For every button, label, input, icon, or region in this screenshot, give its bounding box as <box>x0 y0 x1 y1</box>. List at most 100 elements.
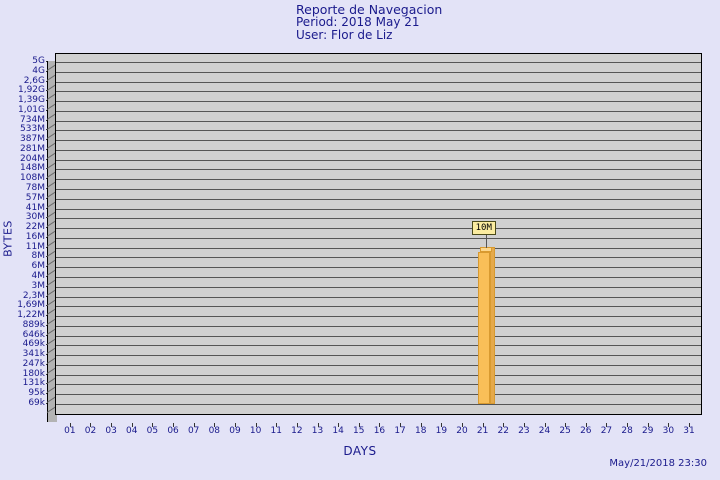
gridline <box>56 111 701 112</box>
x-axis-tick-mark <box>318 423 319 427</box>
y-axis-tick-label: 3M <box>31 281 46 291</box>
x-axis-tick-mark <box>338 423 339 427</box>
x-axis-tick-label: 20 <box>456 426 468 436</box>
x-axis-tick-label: 21 <box>476 426 489 436</box>
y-axis-tick-label: 11M <box>25 242 45 252</box>
x-axis-tick-label: 06 <box>167 426 179 436</box>
gridline <box>56 179 701 180</box>
gridline <box>56 101 701 102</box>
x-axis-tick-label: 19 <box>435 426 448 436</box>
gridline <box>56 375 701 376</box>
x-axis-tick-mark <box>194 423 195 427</box>
y-axis-tick-label: 1,39G <box>17 95 45 105</box>
gridline <box>56 384 701 385</box>
y-axis-tick-label: 131k <box>22 378 45 388</box>
gridline <box>56 326 701 327</box>
x-axis-tick-label: 05 <box>146 426 159 436</box>
x-axis-tick-label: 30 <box>662 426 675 436</box>
x-axis-tick-mark <box>503 423 504 427</box>
y-axis-tick-label: 8M <box>31 251 46 261</box>
gridline <box>56 160 701 161</box>
x-axis-tick-label: 27 <box>600 426 613 436</box>
gridline <box>56 169 701 170</box>
gridline <box>56 199 701 200</box>
x-axis-tick-label: 09 <box>229 426 241 436</box>
x-axis-tick-label: 24 <box>538 426 551 436</box>
gridline <box>56 189 701 190</box>
x-axis-tick-mark <box>483 423 484 427</box>
x-axis-tick-label: 25 <box>559 426 571 436</box>
y-axis-tick-label: 22M <box>25 222 45 232</box>
plot-wrapper: 10M <box>46 53 703 423</box>
y-axis-tick-label: 2,6G <box>23 76 45 86</box>
x-axis-title: DAYS <box>343 444 377 458</box>
x-axis-tick-mark <box>524 423 525 427</box>
x-axis-tick-label: 03 <box>105 426 117 436</box>
y-axis-tick-label: 387M <box>20 134 45 144</box>
y-axis-tick-label: 204M <box>20 154 45 164</box>
y-axis-tick-label: 5G <box>32 56 45 66</box>
x-axis-tick-label: 08 <box>208 426 221 436</box>
x-axis-tick-mark <box>462 423 463 427</box>
gridline <box>56 404 701 405</box>
gridline <box>56 62 701 63</box>
report-timestamp: May/21/2018 23:30 <box>609 458 707 469</box>
y-axis-tick-label: 57M <box>25 193 45 203</box>
x-axis-tick-label: 04 <box>126 426 138 436</box>
x-axis-tick-mark <box>379 423 380 427</box>
y-axis-tick-label: 78M <box>25 183 45 193</box>
chart-title-block: Reporte de Navegacion Period: 2018 May 2… <box>296 3 442 42</box>
gridline <box>56 91 701 92</box>
bar-value-label: 10M <box>471 220 496 235</box>
x-axis-tick-mark <box>359 423 360 427</box>
y-axis-tick-label: 41M <box>25 203 45 213</box>
y-axis-tick-label: 1,92G <box>17 85 45 95</box>
x-axis-tick-mark <box>297 423 298 427</box>
y-axis-tick-label: 1,22M <box>17 310 45 320</box>
gridline <box>56 72 701 73</box>
x-axis-tick-mark <box>173 423 174 427</box>
y-axis-tick-label: 108M <box>20 173 45 183</box>
x-axis-tick-label: 10 <box>249 426 262 436</box>
y-axis-tick-label: 533M <box>20 124 45 134</box>
y-axis-tick-label: 6M <box>31 261 46 271</box>
x-axis-tick-mark <box>132 423 133 427</box>
gridline <box>56 394 701 395</box>
y-axis-tick-label: 2,3M <box>22 291 45 301</box>
y-axis-tick-label: 734M <box>20 115 45 125</box>
gridline <box>56 218 701 219</box>
x-axis-tick-label: 02 <box>84 426 97 436</box>
y-axis-tick-label: 889k <box>22 320 45 330</box>
y-axis-tick-label: 1,01G <box>17 105 45 115</box>
y-axis-tick-label: 247k <box>22 359 45 369</box>
x-axis-tick-label: 12 <box>291 426 303 436</box>
y-axis-tick-label: 69k <box>28 398 45 408</box>
plot-area: 10M <box>55 53 702 415</box>
x-axis-tick-mark <box>90 423 91 427</box>
y-axis-tick-label: 281M <box>20 144 45 154</box>
gridline <box>56 140 701 141</box>
gridline <box>56 130 701 131</box>
y-axis-tick-label: 646k <box>22 330 45 340</box>
x-axis-tick-label: 16 <box>373 426 386 436</box>
x-axis-tick-label: 29 <box>641 426 654 436</box>
y-axis-tick-label: 95k <box>28 388 45 398</box>
gridline <box>56 287 701 288</box>
plot-left-wall <box>46 61 58 422</box>
gridline <box>56 228 701 229</box>
y-axis-tick-label: 4G <box>32 66 45 76</box>
x-axis-tick-mark <box>545 423 546 427</box>
x-axis-tick-label: 26 <box>580 426 592 436</box>
gridline <box>56 209 701 210</box>
gridline <box>56 365 701 366</box>
x-axis-tick-mark <box>111 423 112 427</box>
gridline <box>56 355 701 356</box>
gridline <box>56 277 701 278</box>
x-axis-tick-label: 14 <box>332 426 344 436</box>
x-axis-tick-mark <box>648 423 649 427</box>
report-user: User: Flor de Liz <box>296 28 393 42</box>
gridline <box>56 82 701 83</box>
y-axis-tick-label: 148M <box>20 163 45 173</box>
x-axis-tick-mark <box>689 423 690 427</box>
